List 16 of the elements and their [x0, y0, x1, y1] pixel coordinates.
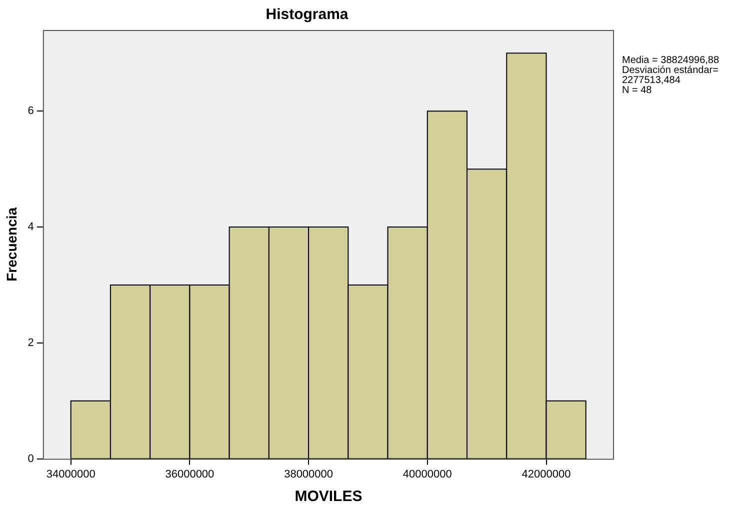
chart-title: Histograma — [266, 6, 349, 24]
x-tick-label: 42000000 — [522, 468, 571, 480]
y-tick-label: 4 — [28, 221, 34, 234]
y-tick-label: 6 — [28, 105, 34, 118]
x-axis-title: MOVILES — [294, 488, 362, 506]
y-axis-title: Frecuencia — [3, 207, 20, 282]
text: 2277513,484 — [622, 75, 682, 86]
y-tick-label: 2 — [28, 336, 34, 349]
x-tick-label: 36000000 — [165, 468, 214, 480]
text: Desviación estándar= — [622, 65, 720, 76]
x-tick-label: 40000000 — [402, 468, 452, 480]
y-tick-label: 0 — [28, 452, 34, 465]
x-tick-label: 38000000 — [284, 468, 334, 480]
text: Media = 38824996,88 — [622, 55, 720, 66]
x-tick-label: 34000000 — [46, 468, 96, 480]
text: N = 48 — [622, 85, 653, 96]
